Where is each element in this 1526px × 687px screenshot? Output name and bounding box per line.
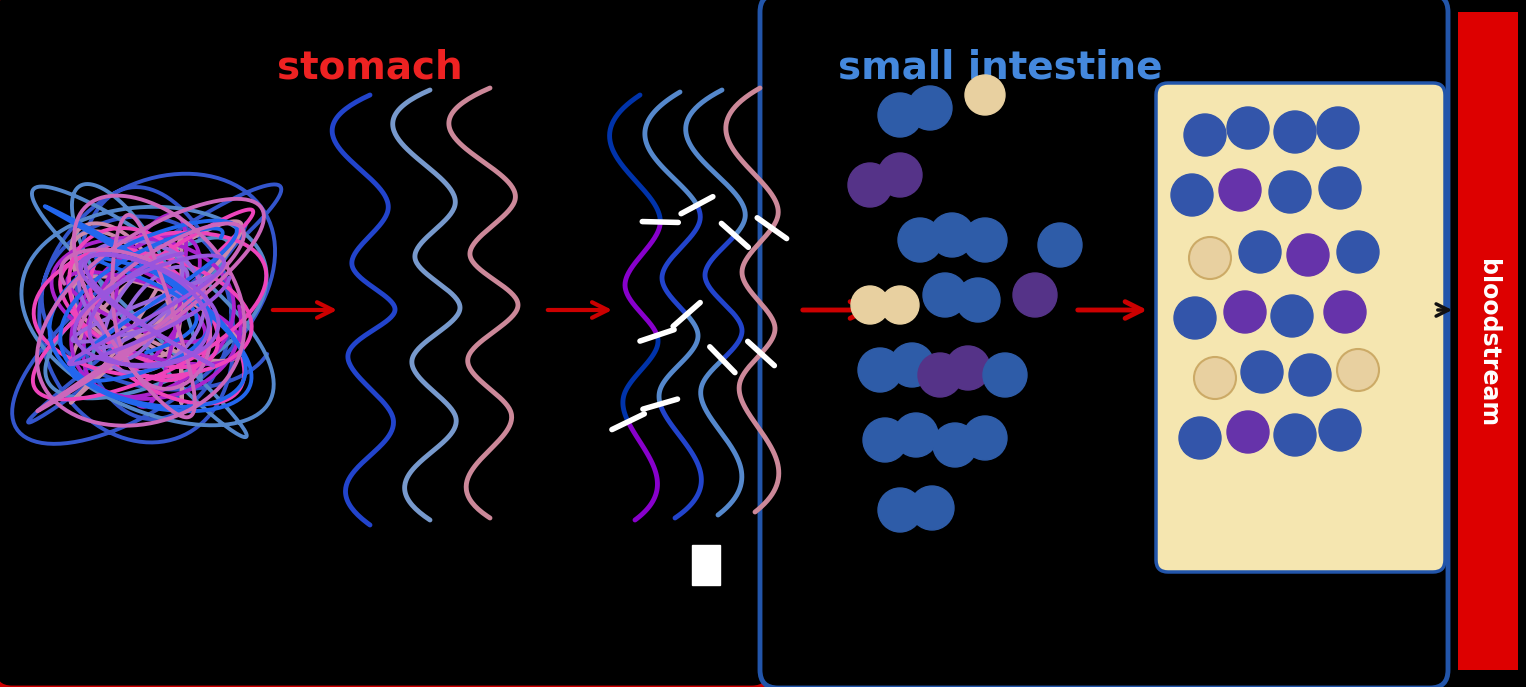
Text: stomach: stomach: [278, 48, 462, 86]
Circle shape: [1184, 114, 1225, 156]
Circle shape: [1170, 174, 1213, 216]
Circle shape: [983, 353, 1027, 397]
Bar: [691, 545, 720, 585]
Circle shape: [909, 486, 954, 530]
Circle shape: [963, 416, 1007, 460]
Circle shape: [923, 273, 967, 317]
Circle shape: [955, 278, 1000, 322]
FancyBboxPatch shape: [1157, 83, 1445, 572]
Circle shape: [897, 218, 942, 262]
Circle shape: [919, 353, 961, 397]
FancyBboxPatch shape: [0, 0, 771, 687]
Circle shape: [1318, 409, 1361, 451]
Circle shape: [1193, 357, 1236, 399]
Circle shape: [1289, 354, 1331, 396]
Circle shape: [877, 488, 922, 532]
Circle shape: [964, 75, 1006, 115]
Circle shape: [1227, 411, 1270, 453]
Text: bloodstream: bloodstream: [1476, 259, 1500, 427]
Circle shape: [1219, 169, 1260, 211]
Circle shape: [963, 218, 1007, 262]
Circle shape: [1038, 223, 1082, 267]
Circle shape: [1274, 111, 1315, 153]
Bar: [1457, 12, 1518, 670]
Circle shape: [1317, 107, 1360, 149]
Circle shape: [858, 348, 902, 392]
Circle shape: [1173, 297, 1216, 339]
Text: small intestine: small intestine: [838, 48, 1163, 86]
Circle shape: [894, 413, 938, 457]
FancyBboxPatch shape: [760, 0, 1448, 687]
Circle shape: [877, 153, 922, 197]
Circle shape: [1286, 234, 1329, 276]
Circle shape: [1318, 167, 1361, 209]
Circle shape: [1271, 295, 1312, 337]
Circle shape: [1337, 231, 1380, 273]
Circle shape: [881, 286, 919, 324]
Circle shape: [1227, 107, 1270, 149]
Circle shape: [1239, 231, 1280, 273]
Circle shape: [877, 93, 922, 137]
Circle shape: [1274, 414, 1315, 456]
Circle shape: [848, 163, 893, 207]
Circle shape: [1325, 291, 1366, 333]
Circle shape: [1270, 171, 1311, 213]
Circle shape: [890, 343, 934, 387]
Circle shape: [1189, 237, 1231, 279]
Circle shape: [1337, 349, 1380, 391]
Circle shape: [1241, 351, 1283, 393]
Circle shape: [1224, 291, 1267, 333]
Circle shape: [946, 346, 990, 390]
Circle shape: [864, 418, 906, 462]
Circle shape: [852, 286, 890, 324]
Circle shape: [932, 423, 977, 467]
Circle shape: [1013, 273, 1058, 317]
Circle shape: [929, 213, 974, 257]
Circle shape: [908, 86, 952, 130]
Circle shape: [1180, 417, 1221, 459]
